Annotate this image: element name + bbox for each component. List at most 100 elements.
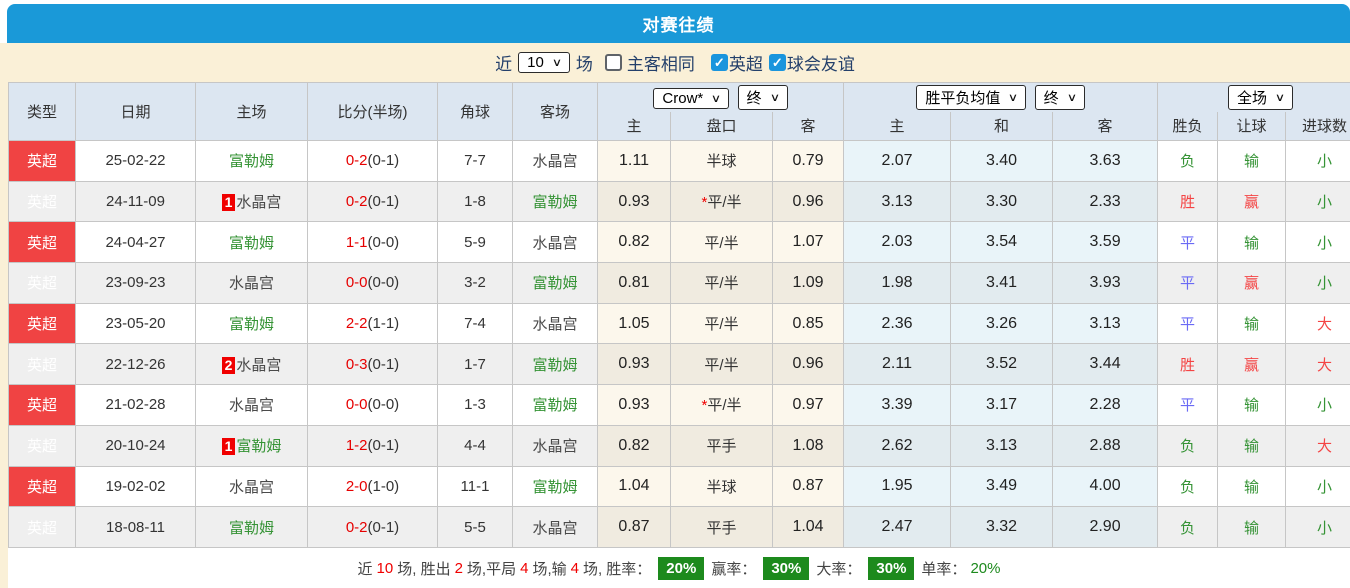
col-header-handicap-result: 让球	[1217, 111, 1287, 141]
asia-handicap: 平/半	[670, 221, 773, 264]
home-team: 富勒姆	[195, 302, 308, 345]
avg-draw-odds: 3.30	[950, 180, 1054, 223]
summary-lose-count: 4	[570, 559, 579, 577]
score: 0-2(0-1)	[307, 180, 438, 223]
avg-away-odds: 3.63	[1052, 140, 1159, 182]
table-row: 英超 23-05-20 富勒姆 2-2(1-1) 7-4 水晶宫 1.05 平/半 0.85 2.…	[8, 302, 1350, 345]
match-date: 24-04-27	[75, 221, 196, 264]
league-filter-label: 英超	[728, 55, 763, 74]
score: 1-1(0-0)	[307, 221, 438, 264]
league-filter-checkbox[interactable]: ✓	[710, 54, 728, 71]
home-team-name: 富勒姆	[228, 316, 274, 334]
halftime-score: (0-1)	[367, 152, 400, 170]
avg-away-odds: 2.90	[1052, 506, 1159, 548]
result-win-draw-loss: 负	[1157, 424, 1219, 467]
asia-home-odds: 0.81	[597, 262, 671, 304]
asia-away-odds: 1.09	[771, 262, 845, 304]
fulltime-score: 0-2	[345, 518, 368, 536]
asia-home-odds: 0.93	[597, 384, 671, 426]
result-handicap: 赢	[1217, 343, 1287, 386]
corners: 1-8	[437, 180, 513, 223]
asia-handicap: *平/半	[670, 180, 773, 223]
away-team: 富勒姆	[512, 384, 598, 426]
chevron-down-icon: ∨	[1066, 91, 1077, 104]
halftime-score: (0-0)	[367, 233, 400, 251]
asia-handicap-text: 平手	[706, 519, 737, 537]
result-handicap: 输	[1217, 424, 1287, 467]
asia-handicap: 半球	[670, 465, 773, 508]
bookmaker-select[interactable]: Crow* ∨	[653, 87, 730, 109]
same-venue-checkbox[interactable]	[604, 54, 622, 71]
avg-draw-odds: 3.26	[950, 302, 1054, 345]
avg-away-odds: 4.00	[1052, 465, 1159, 508]
avg-time-select[interactable]: 终 ∨	[1034, 84, 1085, 110]
col-header-avg-away: 客	[1052, 111, 1159, 141]
away-team: 富勒姆	[512, 343, 598, 386]
home-team: 1 水晶宫	[195, 180, 308, 223]
avg-odds-select[interactable]: 胜平负均值 ∨	[916, 84, 1027, 110]
result-handicap: 赢	[1217, 180, 1287, 223]
table-row: 英超 24-04-27 富勒姆 1-1(0-0) 5-9 水晶宫 0.82 平/半 1.07 2.…	[8, 221, 1350, 264]
summary-bigrate-label: 大率：	[816, 560, 862, 578]
avg-draw-odds: 3.17	[950, 384, 1054, 426]
away-team: 水晶宫	[512, 221, 598, 264]
away-team-name: 富勒姆	[532, 397, 578, 415]
col-header-avg-home: 主	[843, 111, 952, 141]
streak-badge: 1	[221, 194, 236, 212]
score: 0-2(0-1)	[307, 140, 438, 182]
result-goals: 小	[1285, 465, 1350, 508]
col-header-asia-line: 盘口	[670, 111, 773, 141]
corners: 3-2	[437, 262, 513, 304]
streak-badge: 1	[221, 438, 236, 456]
table-row: 英超 22-12-26 2 水晶宫 0-3(0-1) 1-7 富勒姆 0.93 平/半 0.96 2…	[8, 343, 1350, 386]
col-header-asia-home: 主	[597, 111, 671, 141]
avg-away-odds: 3.44	[1052, 343, 1159, 386]
avg-home-odds: 2.36	[843, 302, 952, 345]
table-row: 英超 18-08-11 富勒姆 0-2(0-1) 5-5 水晶宫 0.87 平手 1.04 2.4…	[8, 506, 1350, 548]
summary-draw-label: 场,平局	[466, 560, 517, 578]
col-header-home: 主场	[195, 82, 308, 141]
match-date: 24-11-09	[75, 180, 196, 223]
league-badge: 英超	[8, 140, 76, 182]
bookmaker-select-value: Crow*	[662, 89, 704, 107]
table-row: 英超 23-09-23 水晶宫 0-0(0-0) 3-2 富勒姆 0.81 平/半 1.09 1.…	[8, 262, 1350, 304]
result-handicap: 输	[1217, 221, 1287, 264]
result-handicap: 输	[1217, 384, 1287, 426]
result-goals: 小	[1285, 506, 1350, 548]
fulltime-group-header: 全场 ∨	[1157, 82, 1350, 112]
scope-select[interactable]: 全场 ∨	[1228, 84, 1294, 110]
friendly-filter-checkbox[interactable]: ✓	[768, 54, 786, 71]
avg-home-odds: 1.95	[843, 465, 952, 508]
summary-draw-count: 4	[520, 559, 529, 577]
corners: 11-1	[437, 465, 513, 508]
recent-count-select[interactable]: 10 ∨	[518, 52, 570, 73]
avg-away-odds: 3.59	[1052, 221, 1159, 264]
avg-draw-odds: 3.54	[950, 221, 1054, 264]
summary-winrate-label: 场, 胜率：	[582, 560, 652, 578]
asia-handicap-text: 平/半	[704, 234, 739, 252]
league-badge: 英超	[8, 424, 76, 467]
asia-handicap-text: 平/半	[707, 397, 742, 415]
away-team: 水晶宫	[512, 506, 598, 548]
away-team-name: 水晶宫	[532, 519, 578, 537]
away-team: 富勒姆	[512, 465, 598, 508]
chevron-down-icon: ∨	[1008, 91, 1019, 104]
win-rate-badge: 20%	[658, 556, 705, 580]
away-team-name: 富勒姆	[532, 478, 578, 496]
corners: 5-9	[437, 221, 513, 264]
asia-home-odds: 0.93	[597, 343, 671, 386]
result-win-draw-loss: 胜	[1157, 180, 1219, 223]
avg-home-odds: 2.62	[843, 424, 952, 467]
avg-draw-odds: 3.13	[950, 424, 1054, 467]
home-team-name: 水晶宫	[236, 356, 282, 374]
asia-handicap-text: 平手	[706, 438, 737, 456]
asia-time-select-value: 终	[746, 89, 762, 107]
col-header-away: 客场	[512, 82, 598, 141]
fulltime-score: 0-0	[345, 396, 368, 414]
asia-away-odds: 1.07	[771, 221, 845, 264]
league-badge: 英超	[8, 506, 76, 548]
asia-time-select[interactable]: 终 ∨	[737, 84, 788, 110]
match-date: 25-02-22	[75, 140, 196, 182]
scope-select-value: 全场	[1237, 89, 1268, 107]
